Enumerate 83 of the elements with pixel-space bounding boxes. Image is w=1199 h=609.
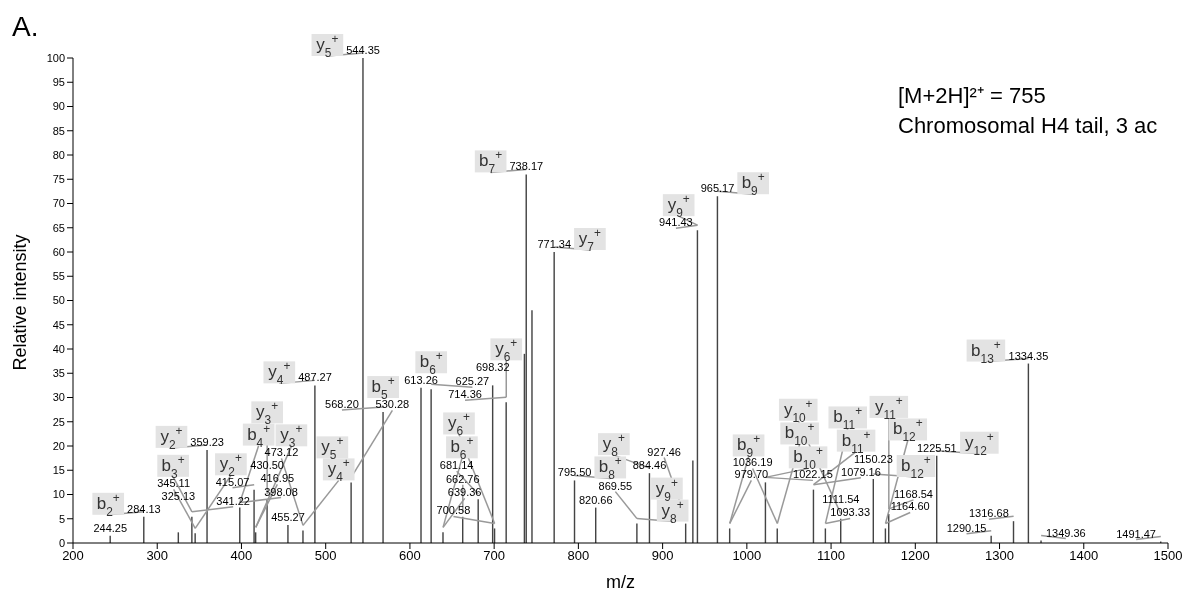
- x-tick-label: 300: [146, 548, 169, 564]
- annotation: 700.58: [436, 504, 471, 517]
- annotation: 341.22: [216, 494, 250, 507]
- annotation: 1093.33: [830, 506, 871, 519]
- y-tick-label: 50: [52, 294, 65, 307]
- x-tick-label: 1300: [985, 548, 1014, 564]
- annotation: 1168.54: [894, 487, 933, 500]
- annotation: 345.11: [157, 477, 191, 490]
- annotation: 795.50: [557, 466, 592, 479]
- x-tick-label: 400: [230, 548, 253, 564]
- annotation: 1334.35: [1008, 349, 1049, 362]
- annotation: 884.46: [632, 459, 667, 472]
- annotation: [M+2H]²⁺ = 755: [898, 83, 1046, 108]
- y-tick-label: 70: [52, 197, 65, 210]
- annotation: 965.17: [700, 182, 735, 195]
- annotation: 738.17: [509, 160, 544, 173]
- annotation: 1225.51: [916, 441, 957, 454]
- annotation: 1349.36: [1045, 526, 1086, 539]
- y-tick-label: 85: [52, 124, 65, 137]
- annotation: 325.13: [161, 490, 196, 503]
- y-tick-label: 65: [52, 221, 65, 234]
- annotation: 820.66: [578, 493, 613, 506]
- annotation: 430.50: [250, 459, 284, 472]
- chart-title: A.: [12, 11, 39, 42]
- annotation: 662.76: [445, 472, 480, 485]
- y-tick-label: 15: [52, 464, 65, 477]
- x-tick-label: 1500: [1153, 548, 1183, 564]
- y-tick-label: 100: [46, 51, 65, 64]
- x-tick-label: 500: [314, 548, 337, 564]
- x-tick-label: 700: [483, 548, 506, 564]
- x-axis-title: m/z: [606, 572, 635, 592]
- y-tick-label: 25: [52, 415, 65, 428]
- y-tick-label: 5: [58, 512, 65, 525]
- annotation: 979.70: [734, 468, 769, 481]
- y-tick-label: 75: [52, 173, 65, 186]
- annotation: 544.35: [346, 44, 380, 56]
- y-tick-label: 80: [52, 148, 65, 161]
- annotation: 568.20: [325, 398, 359, 411]
- annotation: 284.13: [127, 502, 161, 515]
- x-tick-label: 200: [62, 548, 84, 564]
- annotation: 455.27: [271, 511, 305, 524]
- annotation: 1316.68: [969, 507, 1009, 520]
- x-tick-label: 900: [651, 548, 674, 564]
- annotation: 771.34: [537, 238, 572, 250]
- annotation: 1079.16: [841, 465, 881, 478]
- y-tick-label: 95: [52, 76, 65, 89]
- annotation: 927.46: [647, 445, 681, 458]
- annotation: 625.27: [455, 375, 490, 388]
- annotation: 681.14: [439, 459, 474, 472]
- annotation: 398.08: [264, 485, 298, 498]
- y-tick-label: 90: [52, 100, 65, 113]
- annotation: 416.95: [260, 472, 295, 485]
- y-axis-title: Relative intensity: [10, 234, 31, 371]
- annotation: 1111.54: [822, 492, 860, 505]
- annotation: 359.23: [190, 435, 224, 448]
- y-tick-label: 30: [52, 391, 65, 404]
- annotation: 613.26: [404, 373, 438, 386]
- annotation: 1150.23: [853, 452, 893, 465]
- x-tick-label: 1100: [817, 548, 846, 564]
- y-tick-label: 45: [52, 318, 65, 331]
- y-tick-label: 55: [52, 270, 65, 283]
- x-tick-label: 1200: [900, 548, 930, 564]
- annotation: Chromosomal H4 tail, 3 ac: [898, 113, 1158, 138]
- y-tick-label: 20: [52, 439, 65, 452]
- annotation: 415.07: [215, 475, 250, 488]
- y-tick-label: 10: [52, 488, 65, 501]
- annotation: 869.55: [598, 479, 633, 492]
- annotation: 639.36: [447, 486, 482, 499]
- annotation: 714.36: [448, 388, 482, 401]
- y-tick-label: 35: [52, 367, 65, 380]
- annotation: 1491.47: [1116, 527, 1156, 540]
- x-tick-label: 800: [567, 548, 590, 564]
- annotation: 698.32: [475, 361, 510, 374]
- annotation: 1290.15: [946, 521, 987, 534]
- annotation: 244.25: [93, 521, 128, 534]
- x-tick-label: 1000: [732, 548, 762, 564]
- annotation: 487.27: [298, 371, 332, 384]
- annotation: 1164.60: [890, 500, 930, 513]
- y-tick-label: 0: [58, 536, 65, 549]
- y-tick-label: 60: [52, 245, 65, 258]
- y-tick-label: 40: [52, 342, 65, 355]
- x-tick-label: 600: [399, 548, 421, 564]
- x-tick-label: 1400: [1069, 548, 1099, 564]
